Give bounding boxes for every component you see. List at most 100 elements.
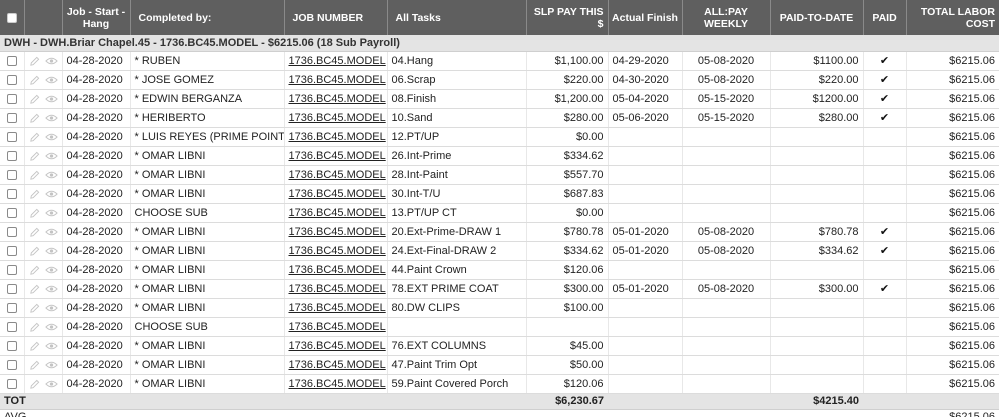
table-row[interactable]: 04-28-2020 * OMAR LIBNI 1736.BC45.MODEL 30.… [0,184,999,204]
table-row[interactable]: 04-28-2020 CHOOSE SUB 1736.BC45.MODEL $6215… [0,317,999,337]
table-row[interactable]: 04-28-2020 * OMAR LIBNI 1736.BC45.MODEL 80.… [0,298,999,318]
job-number-link[interactable]: 1736.BC45.MODEL [288,187,386,200]
job-number-link[interactable]: 1736.BC45.MODEL [288,206,386,219]
cell-completed-by[interactable]: * OMAR LIBNI [130,222,285,242]
row-checkbox[interactable] [6,378,17,389]
job-number-link[interactable]: 1736.BC45.MODEL [288,130,386,143]
cell-completed-by[interactable]: * RUBEN [130,51,285,71]
header-all-pay-weekly[interactable]: ALL:PAY WEEKLY [682,0,771,35]
eye-icon[interactable] [44,151,58,161]
row-checkbox[interactable] [6,150,17,161]
table-row[interactable]: 04-28-2020 * OMAR LIBNI 1736.BC45.MODEL 20.… [0,222,999,242]
pencil-icon[interactable] [29,113,42,123]
pencil-icon[interactable] [29,341,42,351]
table-row[interactable]: 04-28-2020 * HERIBERTO 1736.BC45.MODEL 10.S… [0,108,999,128]
cell-completed-by[interactable]: * LUIS REYES (PRIME POINT UP) [130,127,285,147]
job-number-link[interactable]: 1736.BC45.MODEL [288,168,386,181]
header-completed-by[interactable]: Completed by: [130,0,285,35]
row-checkbox[interactable] [6,302,17,313]
table-row[interactable]: 04-28-2020* LUIS REYES (PRIME POINT UP)1… [0,127,999,147]
pencil-icon[interactable] [29,56,42,66]
eye-icon[interactable] [44,303,58,313]
row-checkbox[interactable] [6,188,17,199]
table-row[interactable]: 04-28-2020 * OMAR LIBNI 1736.BC45.MODEL 44.… [0,260,999,280]
pencil-icon[interactable] [29,379,42,389]
row-checkbox[interactable] [6,169,17,180]
table-row[interactable]: 04-28-2020 * OMAR LIBNI 1736.BC45.MODEL 78.… [0,279,999,299]
row-checkbox[interactable] [6,226,17,237]
eye-icon[interactable] [44,379,58,389]
select-all-checkbox[interactable] [6,12,17,23]
job-number-link[interactable]: 1736.BC45.MODEL [288,111,386,124]
cell-completed-by[interactable]: * EDWIN BERGANZA [130,89,285,109]
table-row[interactable]: 04-28-2020 * JOSE GOMEZ 1736.BC45.MODEL 06.… [0,70,999,90]
pencil-icon[interactable] [29,322,42,332]
job-number-link[interactable]: 1736.BC45.MODEL [288,358,386,371]
eye-icon[interactable] [44,132,58,142]
table-row[interactable]: 04-28-2020 CHOOSE SUB 1736.BC45.MODEL 13.PT… [0,203,999,223]
header-total-labor-cost[interactable]: TOTAL LABOR COST [906,0,999,35]
job-number-link[interactable]: 1736.BC45.MODEL [288,282,386,295]
eye-icon[interactable] [44,265,58,275]
header-all-tasks[interactable]: All Tasks [387,0,527,35]
row-checkbox[interactable] [6,131,17,142]
job-number-link[interactable]: 1736.BC45.MODEL [288,263,386,276]
cell-completed-by[interactable]: * OMAR LIBNI [130,184,285,204]
eye-icon[interactable] [44,284,58,294]
eye-icon[interactable] [44,322,58,332]
cell-completed-by[interactable]: * OMAR LIBNI [130,336,285,356]
cell-completed-by[interactable]: CHOOSE SUB [130,317,285,337]
eye-icon[interactable] [44,94,58,104]
cell-completed-by[interactable]: * OMAR LIBNI [130,355,285,375]
header-actual-finish[interactable]: Actual Finish [608,0,683,35]
table-row[interactable]: 04-28-2020 * OMAR LIBNI 1736.BC45.MODEL 76.… [0,336,999,356]
eye-icon[interactable] [44,189,58,199]
row-checkbox[interactable] [6,321,17,332]
table-row[interactable]: 04-28-2020 * OMAR LIBNI 1736.BC45.MODEL 47.… [0,355,999,375]
eye-icon[interactable] [44,341,58,351]
job-number-link[interactable]: 1736.BC45.MODEL [288,339,386,352]
job-number-link[interactable]: 1736.BC45.MODEL [288,92,386,105]
pencil-icon[interactable] [29,208,42,218]
header-job-number[interactable]: JOB NUMBER [284,0,388,35]
pencil-icon[interactable] [29,227,42,237]
pencil-icon[interactable] [29,284,42,294]
cell-completed-by[interactable]: CHOOSE SUB [130,203,285,223]
pencil-icon[interactable] [29,265,42,275]
job-number-link[interactable]: 1736.BC45.MODEL [288,244,386,257]
row-checkbox[interactable] [6,264,17,275]
header-job-start[interactable]: Job - Start - Hang [62,0,131,35]
pencil-icon[interactable] [29,132,42,142]
cell-completed-by[interactable]: * OMAR LIBNI [130,298,285,318]
row-checkbox[interactable] [6,359,17,370]
job-number-link[interactable]: 1736.BC45.MODEL [288,320,386,333]
row-checkbox[interactable] [6,283,17,294]
pencil-icon[interactable] [29,360,42,370]
eye-icon[interactable] [44,75,58,85]
row-checkbox[interactable] [6,55,17,66]
cell-completed-by[interactable]: * OMAR LIBNI [130,241,285,261]
row-checkbox[interactable] [6,245,17,256]
cell-completed-by[interactable]: * OMAR LIBNI [130,146,285,166]
eye-icon[interactable] [44,56,58,66]
job-number-link[interactable]: 1736.BC45.MODEL [288,377,386,390]
job-number-link[interactable]: 1736.BC45.MODEL [288,225,386,238]
job-number-link[interactable]: 1736.BC45.MODEL [288,149,386,162]
cell-completed-by[interactable]: * OMAR LIBNI [130,165,285,185]
eye-icon[interactable] [44,246,58,256]
job-number-link[interactable]: 1736.BC45.MODEL [288,73,386,86]
table-row[interactable]: 04-28-2020 * OMAR LIBNI 1736.BC45.MODEL 59.… [0,374,999,394]
header-paid-to-date[interactable]: PAID-TO-DATE [770,0,864,35]
job-number-link[interactable]: 1736.BC45.MODEL [288,54,386,67]
table-row[interactable]: 04-28-2020 * OMAR LIBNI 1736.BC45.MODEL 24.… [0,241,999,261]
pencil-icon[interactable] [29,246,42,256]
cell-completed-by[interactable]: * OMAR LIBNI [130,260,285,280]
table-row[interactable]: 04-28-2020 * EDWIN BERGANZA 1736.BC45.MODE… [0,89,999,109]
pencil-icon[interactable] [29,189,42,199]
pencil-icon[interactable] [29,94,42,104]
header-slp-pay[interactable]: SLP PAY THIS $ [526,0,609,35]
row-checkbox[interactable] [6,74,17,85]
table-row[interactable]: 04-28-2020 * OMAR LIBNI 1736.BC45.MODEL 26.… [0,146,999,166]
pencil-icon[interactable] [29,75,42,85]
eye-icon[interactable] [44,360,58,370]
